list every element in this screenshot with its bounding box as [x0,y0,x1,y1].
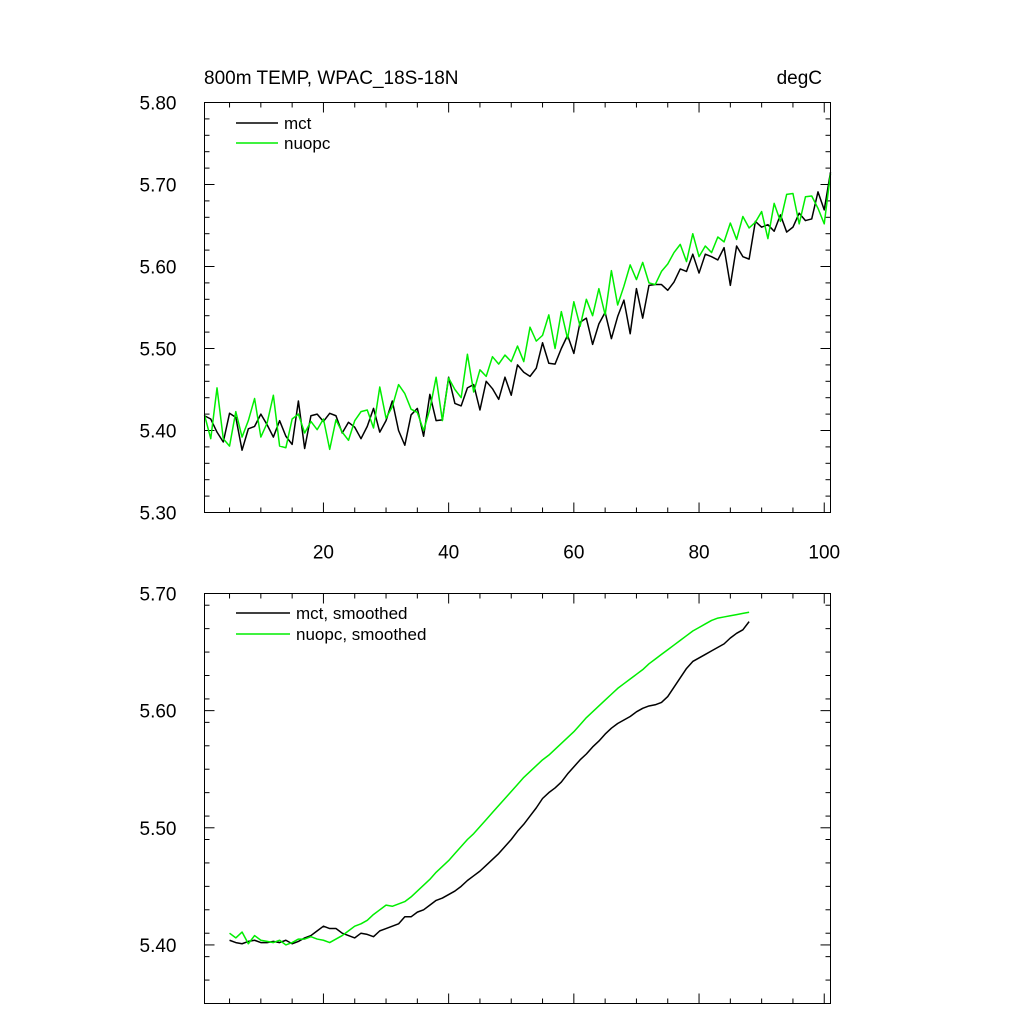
top-y-tick-label: 5.40 [140,422,177,443]
legend-label-nuopc-smoothed: nuopc, smoothed [296,625,426,644]
bottom-series-mct-smoothed [229,621,750,945]
legend-label-nuopc: nuopc [284,134,331,153]
bottom-panel: 5.40 5.50 5.60 5.70 mct, smoothed nuopc, sm… [140,585,831,1004]
top-x-tick-label: 100 [808,543,840,564]
top-panel: 800m TEMP, WPAC_18S-18N degC 5.30 5.40 5.5… [140,68,841,564]
top-panel-title: 800m TEMP, WPAC_18S-18N [204,68,459,89]
top-panel-frame [204,102,831,513]
bottom-y-tick-label: 5.50 [140,819,177,840]
top-panel-units: degC [777,68,822,89]
top-x-tick-label: 40 [438,543,459,564]
top-panel-legend: mct nuopc [236,114,331,153]
top-x-tick-label: 20 [313,543,334,564]
top-x-tick-label: 80 [688,543,709,564]
bottom-panel-frame [204,593,831,1004]
bottom-y-tick-label: 5.60 [140,702,177,723]
top-y-tick-label: 5.50 [140,340,177,361]
top-y-tick-label: 5.60 [140,258,177,279]
top-y-tick-label: 5.70 [140,176,177,197]
bottom-panel-series [229,611,750,946]
top-series-nuopc [203,173,832,451]
legend-label-mct-smoothed: mct, smoothed [296,604,408,623]
bottom-y-tick-label: 5.40 [140,936,177,957]
legend-label-mct: mct [284,114,312,133]
bottom-series-nuopc-smoothed [229,611,750,946]
bottom-y-tick-label: 5.70 [140,585,177,606]
top-y-tick-label: 5.80 [140,94,177,115]
top-panel-series [203,172,832,451]
top-y-tick-label: 5.30 [140,504,177,525]
bottom-panel-legend: mct, smoothed nuopc, smoothed [236,604,426,644]
top-x-tick-label: 60 [563,543,584,564]
